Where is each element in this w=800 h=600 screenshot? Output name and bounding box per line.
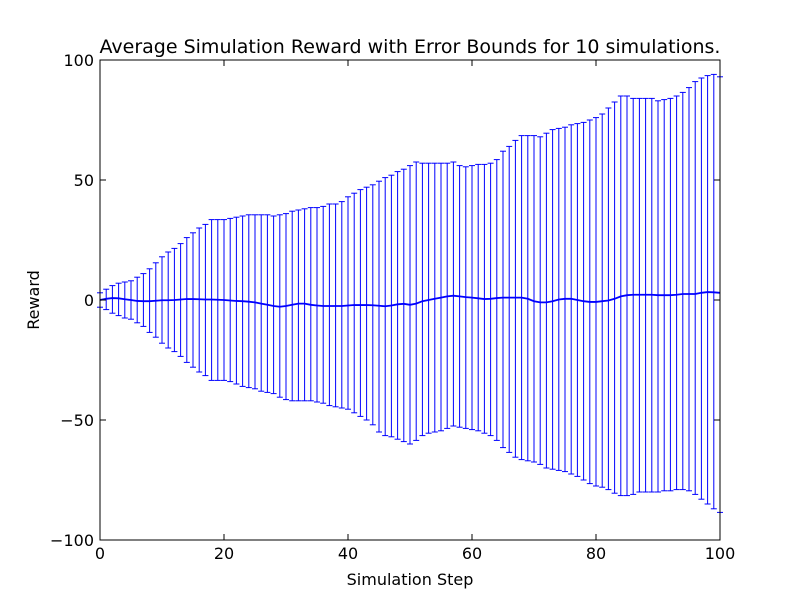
error-bar xyxy=(698,77,705,500)
error-bars-group xyxy=(97,73,723,513)
error-bar xyxy=(611,101,618,494)
series-mean-line xyxy=(99,291,721,308)
y-axis-label: Reward xyxy=(24,270,43,330)
x-ticks-group: 0 20 40 60 80 100 xyxy=(95,60,735,563)
error-bar xyxy=(630,97,637,495)
error-bar xyxy=(425,162,432,434)
error-bar xyxy=(183,237,190,363)
x-tick-label: 60 xyxy=(462,544,482,563)
error-bar xyxy=(450,161,457,427)
error-bar xyxy=(295,209,302,402)
y-tick-label: 0 xyxy=(84,291,94,310)
x-tick-label: 100 xyxy=(705,544,736,563)
y-tick-label: 50 xyxy=(74,171,94,190)
error-bar xyxy=(549,129,556,470)
error-bar xyxy=(413,161,420,441)
error-bar xyxy=(270,215,277,395)
error-bar xyxy=(543,132,550,469)
error-bar xyxy=(419,162,426,437)
error-bar xyxy=(140,273,147,327)
error-bar xyxy=(512,139,519,458)
x-tick-label: 80 xyxy=(586,544,606,563)
error-bar xyxy=(363,186,370,421)
error-bar xyxy=(109,285,116,314)
error-bar xyxy=(264,214,271,393)
error-bar xyxy=(301,208,308,402)
error-bar xyxy=(531,135,537,463)
error-bar xyxy=(500,150,506,449)
error-bar xyxy=(692,81,699,495)
error-bar xyxy=(605,107,612,491)
error-bar xyxy=(320,205,327,404)
y-tick-label: −100 xyxy=(50,531,94,550)
y-tick-label: −50 xyxy=(60,411,94,430)
y-tick-label: 100 xyxy=(63,51,94,70)
error-bar xyxy=(493,159,500,441)
error-bar xyxy=(338,201,345,409)
x-tick-label: 40 xyxy=(338,544,358,563)
error-bar xyxy=(351,192,358,414)
error-bar xyxy=(394,171,401,440)
error-bar xyxy=(289,210,296,402)
x-axis-label: Simulation Step xyxy=(347,570,474,589)
error-bar xyxy=(115,282,122,317)
error-bar xyxy=(400,168,407,443)
error-bar xyxy=(134,276,141,324)
error-bar xyxy=(345,196,351,410)
x-tick-label: 0 xyxy=(95,544,105,563)
error-bar xyxy=(704,75,711,505)
error-bar xyxy=(686,87,692,492)
chart-title: Average Simulation Reward with Error Bou… xyxy=(100,36,721,58)
error-bar xyxy=(673,95,680,491)
error-bar xyxy=(537,136,544,465)
error-bar xyxy=(506,145,513,453)
error-bar xyxy=(679,91,686,491)
error-bar xyxy=(357,189,364,417)
error-bar xyxy=(190,232,196,368)
error-bar xyxy=(326,203,333,407)
y-ticks-group: 100 50 0 −50 −100 xyxy=(50,51,720,550)
error-bar xyxy=(431,162,438,433)
x-tick-label: 20 xyxy=(214,544,234,563)
error-bar xyxy=(655,100,661,493)
